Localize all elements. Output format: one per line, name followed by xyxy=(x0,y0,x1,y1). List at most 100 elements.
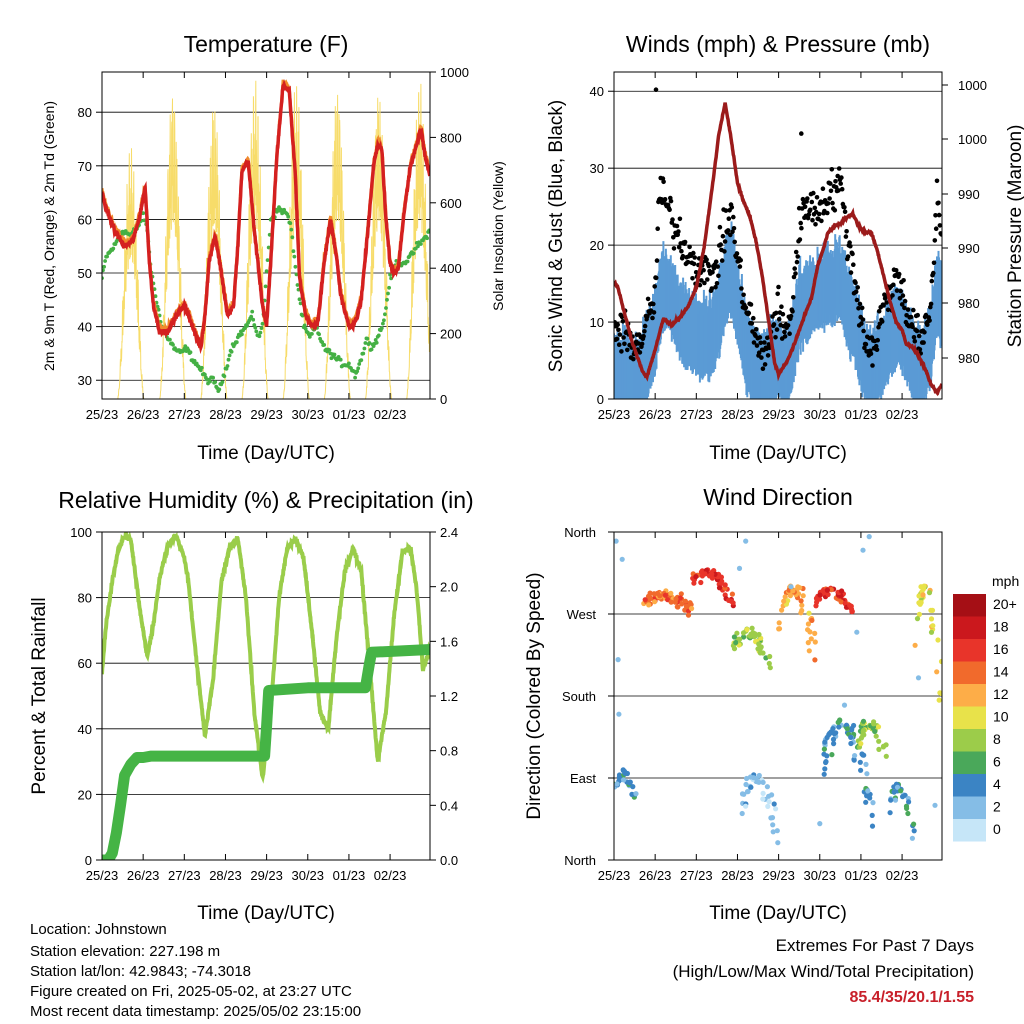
wind-direction-point xyxy=(766,799,772,805)
winds-left-tick-label: 10 xyxy=(590,315,604,330)
x-tick-label: 27/23 xyxy=(168,407,201,422)
temperature-plot xyxy=(102,79,430,399)
gust-point xyxy=(753,327,759,332)
wind-direction-point xyxy=(620,768,627,774)
x-tick-label: 28/23 xyxy=(209,407,242,422)
temperature-title: Temperature (F) xyxy=(184,31,349,57)
winds-title: Winds (mph) & Pressure (mb) xyxy=(626,31,930,57)
gust-point xyxy=(699,278,704,283)
gust-point xyxy=(812,205,818,211)
panel-frame-W xyxy=(613,71,943,400)
wind-direction-point xyxy=(911,828,917,834)
gust-point xyxy=(792,266,797,271)
panel-frames xyxy=(101,71,943,861)
gust-point xyxy=(705,277,710,282)
humidity-left-tick-label: 40 xyxy=(78,722,92,737)
gust-point xyxy=(881,303,886,308)
wind-direction-point xyxy=(729,591,736,597)
gust-point xyxy=(690,276,695,281)
wind-direction-point xyxy=(860,732,866,738)
dewpoint-point xyxy=(234,340,239,345)
dewpoint-point xyxy=(213,380,218,384)
winds-right-tick-label: 990 xyxy=(958,187,980,202)
wind-direction-point xyxy=(674,604,680,610)
gust-point xyxy=(885,307,891,313)
dewpoint-point xyxy=(203,372,207,377)
dewpoint-point xyxy=(295,283,300,287)
dewpoint-point xyxy=(279,207,283,212)
wind-direction-point xyxy=(869,812,875,819)
gust-point xyxy=(762,340,767,345)
gust-point xyxy=(749,321,755,326)
wind-direction-point xyxy=(936,697,942,703)
wind-direction-point xyxy=(698,579,704,586)
gust-point xyxy=(668,198,674,204)
x-tick-label: 25/23 xyxy=(86,407,119,422)
wind-direction-point xyxy=(887,810,893,816)
dewpoint-point xyxy=(266,245,271,250)
gust-point xyxy=(662,197,668,202)
gust-point xyxy=(813,222,818,227)
dewpoint-point xyxy=(381,321,385,326)
dewpoint-point xyxy=(290,235,295,240)
gust-point xyxy=(692,255,697,260)
wind-direction-point xyxy=(844,726,850,732)
wind-direction-point xyxy=(798,598,804,604)
wind-direction-point xyxy=(858,741,864,747)
legend-swatch xyxy=(953,639,986,662)
gust-point xyxy=(791,274,797,280)
wind-direction-point xyxy=(817,821,823,827)
wind-direction-point xyxy=(860,752,866,758)
wind-direction-point xyxy=(805,627,811,633)
wind-direction-point xyxy=(860,718,867,724)
wind-direction-point xyxy=(872,728,878,735)
wind-direction-point xyxy=(848,734,854,740)
dewpoint-point xyxy=(168,337,172,342)
gust-point xyxy=(791,295,796,300)
wind-direction-point xyxy=(781,598,787,604)
gust-point xyxy=(654,258,660,263)
wind-direction-point xyxy=(760,779,766,786)
gust-point xyxy=(905,307,911,312)
gust-point xyxy=(616,327,621,333)
wind-direction-point xyxy=(662,592,669,598)
wind-direction-point xyxy=(866,534,872,540)
wind-direction-point xyxy=(775,840,781,846)
gust-point xyxy=(687,244,692,250)
x-tick-label: 02/23 xyxy=(886,868,919,883)
dewpoint-point xyxy=(291,249,296,254)
gust-point xyxy=(836,166,842,171)
gust-point xyxy=(642,329,647,334)
winds-left-tick-label: 20 xyxy=(590,238,604,253)
wind-direction-point xyxy=(771,801,777,807)
gust-point xyxy=(722,239,728,244)
wind-direction-point xyxy=(616,711,622,717)
x-tick-label: 29/23 xyxy=(762,868,795,883)
wind-direction-point xyxy=(621,777,627,783)
wind-direction-point xyxy=(926,590,933,596)
gust-point xyxy=(814,195,820,200)
gust-point xyxy=(794,259,800,265)
gust-point xyxy=(829,167,835,172)
gust-point xyxy=(702,280,707,286)
legend-swatch xyxy=(953,616,986,639)
gust-point xyxy=(616,342,622,348)
gust-point xyxy=(860,317,866,322)
wind-direction-point xyxy=(836,724,842,730)
wind-direction-point xyxy=(752,633,758,639)
wind-direction-point xyxy=(747,633,754,639)
gust-point xyxy=(879,319,885,324)
gust-point xyxy=(900,293,906,298)
wind-direction-point xyxy=(875,724,882,730)
dewpoint-point xyxy=(208,379,212,384)
dewpoint-point xyxy=(303,327,308,331)
wind-direction-point xyxy=(744,775,750,782)
winds-right-tick-label: 1000 xyxy=(958,132,987,147)
gust-point xyxy=(927,318,932,323)
wind-direction-point xyxy=(915,675,922,681)
gust-point xyxy=(704,257,709,262)
gust-point xyxy=(805,196,810,201)
wind-direction-point xyxy=(677,595,683,601)
wind-direction-point xyxy=(765,803,771,810)
wind-direction-point xyxy=(647,590,653,596)
